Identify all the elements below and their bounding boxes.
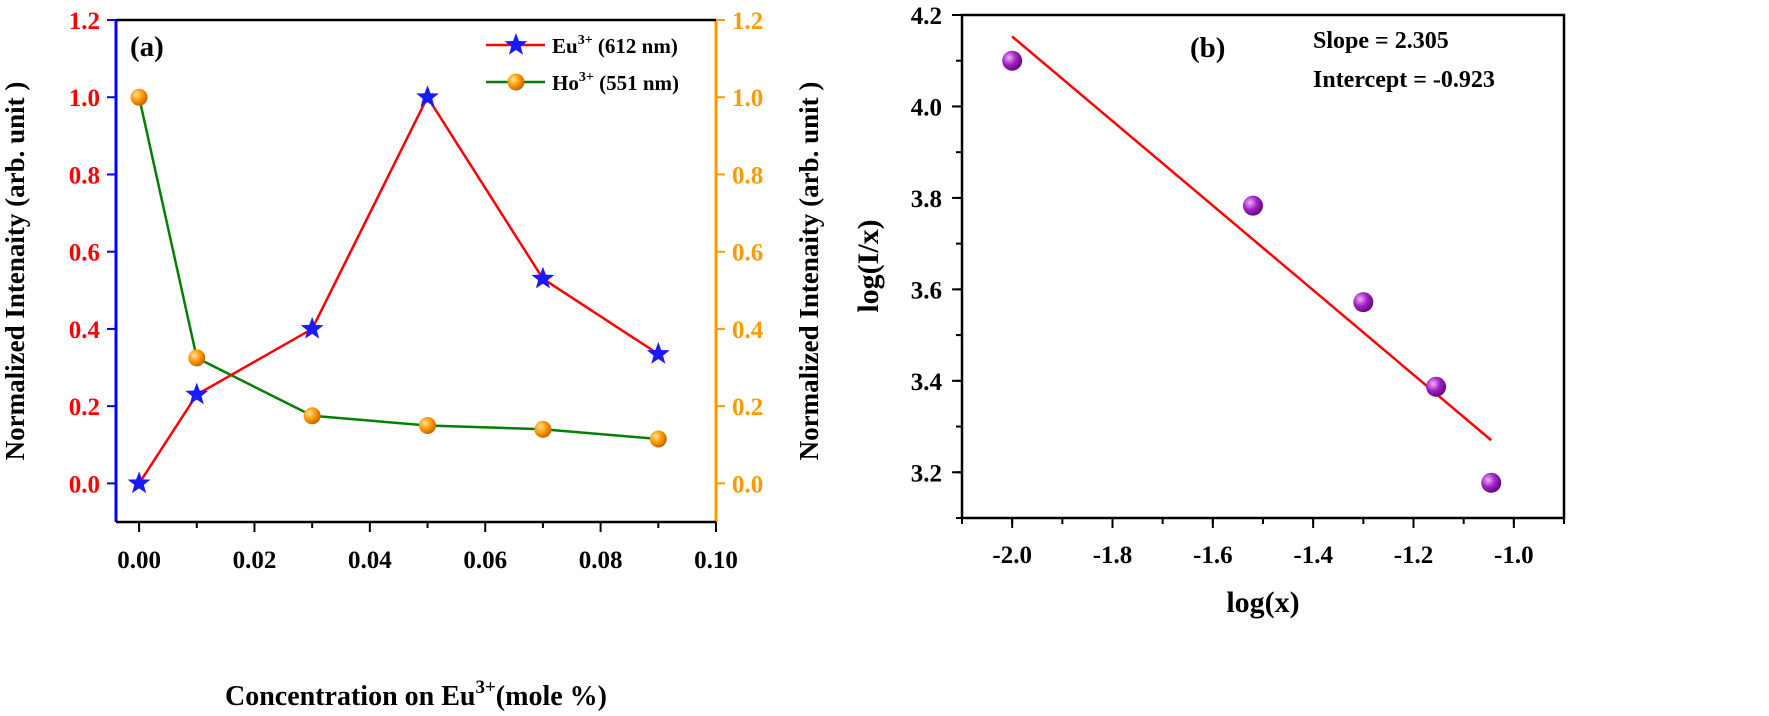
- panel-a-label: (a): [130, 31, 164, 63]
- panel-a-x-axis-title: Concentration on Eu3+(mole %): [225, 677, 607, 712]
- panel-b-x-tick-label: -1.4: [1293, 542, 1333, 569]
- ho-data-point: [419, 416, 437, 434]
- series-line-ho: [137, 96, 659, 441]
- panel-a-x-tick-label: 0.02: [233, 547, 277, 574]
- panel-a-y-tick-label-right: 0.6: [732, 240, 763, 267]
- scatter-point: [1481, 472, 1502, 493]
- panel-a-y-tick-label-left: 1.0: [69, 85, 100, 112]
- eu-data-point: [531, 266, 555, 289]
- panel-b-x-tick-label: -1.0: [1494, 542, 1534, 569]
- panel-b-plot-area: [1002, 35, 1502, 493]
- panel-b-x-ticks: -2.0 -1.8 -1.6 -1.4 -1.2 -1.0: [961, 518, 1565, 569]
- panel-a-x-ticks: 0.00 0.02 0.04 0.06 0.08 0.10: [117, 522, 738, 574]
- panel-b-x-axis-title: log(x): [1226, 586, 1299, 619]
- panel-a-y-tick-label-right: 1.2: [732, 8, 763, 35]
- legend-eu-star-icon: [504, 33, 528, 55]
- fit-line: [1011, 35, 1493, 442]
- panel-b-x-tick-label: -1.8: [1093, 542, 1133, 569]
- panel-b-y-tick-label: 3.8: [911, 186, 942, 213]
- panel-a-y-axis-title-right: Normalized Intenaity (arb. unit ): [794, 82, 824, 461]
- legend-ho-label: Ho3+ (551 nm): [552, 70, 679, 95]
- panel-b-x-tick-label: -1.6: [1193, 542, 1233, 569]
- eu-data-point: [416, 85, 439, 107]
- panel-a-y-tick-label-left: 0.2: [69, 394, 100, 421]
- panel-b-label: (b): [1190, 32, 1225, 64]
- panel-a-legend: Eu3+ (612 nm) Ho3+ (551 nm): [486, 33, 679, 95]
- panel-b-y-ticks: 3.2 3.4 3.6 3.8 4.0 4.2: [911, 3, 962, 519]
- panel-a-x-tick-label: 0.08: [579, 547, 623, 574]
- panel-b-y-tick-label: 4.0: [911, 94, 942, 121]
- panel-b-x-tick-label: -2.0: [992, 542, 1032, 569]
- panel-a-x-tick-label: 0.04: [348, 547, 392, 574]
- panel-a-series: [127, 85, 670, 494]
- scatter-point: [1353, 292, 1374, 313]
- panel-b-y-tick-label: 4.2: [911, 3, 942, 30]
- panel-a-y-tick-label-right: 0.4: [732, 317, 764, 344]
- panel-b-y-axis-title: log(I/x): [852, 219, 885, 312]
- ho-data-point: [303, 407, 321, 425]
- eu-data-point: [646, 342, 670, 364]
- panel-a-y-tick-label-left: 0.6: [69, 240, 100, 267]
- panel-a-y-tick-label-left: 1.2: [69, 8, 100, 35]
- panel-a-chart: 0.00 0.02 0.04 0.06 0.08 0.10 0.0 0.0 0.2 0.2 0.4…: [0, 8, 824, 712]
- panel-a-x-tick-label: 0.10: [694, 547, 738, 574]
- panel-a-x-tick-label: 0.06: [463, 547, 507, 574]
- panel-b-y-tick-label: 3.2: [911, 460, 942, 487]
- panel-a-y-tick-label-right: 0.0: [732, 471, 763, 498]
- panel-a-x-tick-label: 0.00: [117, 547, 161, 574]
- panel-b-x-tick-label: -1.2: [1394, 542, 1434, 569]
- panel-a-y-axis-title-left: Normalized Intenaity (arb. unit ): [0, 82, 30, 461]
- ho-data-point: [534, 420, 552, 438]
- panel-a-y-ticks: 0.0 0.0 0.2 0.2 0.4 0.4 0.6 0.6 0.8 0.8 1.0 1.0 1.2 1…: [69, 8, 764, 498]
- panel-b-y-tick-label: 3.6: [911, 277, 942, 304]
- eu-data-point: [300, 316, 324, 339]
- ho-data-point: [130, 88, 148, 106]
- panel-a-y-tick-label-left: 0.0: [69, 471, 100, 498]
- legend-eu-label: Eu3+ (612 nm): [552, 33, 678, 58]
- panel-b-slope-annotation: Slope = 2.305: [1313, 28, 1449, 54]
- legend-ho-sphere-icon: [507, 73, 525, 91]
- panel-b-y-tick-label: 3.4: [911, 369, 943, 396]
- scatter-point: [1242, 195, 1263, 216]
- panel-b-intercept-annotation: Intercept = -0.923: [1313, 67, 1495, 93]
- panel-a-y-tick-label-right: 0.2: [732, 394, 763, 421]
- ho-data-point: [188, 349, 206, 367]
- panel-a-y-tick-label-left: 0.8: [69, 162, 100, 189]
- ho-data-point: [649, 430, 667, 448]
- scatter-point: [1002, 50, 1023, 71]
- series-line-eu: [138, 94, 659, 485]
- panel-a-y-tick-label-right: 0.8: [732, 162, 763, 189]
- eu-data-point: [127, 471, 151, 494]
- panel-b-chart: -2.0 -1.8 -1.6 -1.4 -1.2 -1.0 3.2 3.4 3.6 3.8 4.0…: [852, 3, 1566, 619]
- eu-data-point: [185, 382, 209, 405]
- panel-a-y-tick-label-left: 0.4: [69, 317, 101, 344]
- scatter-point: [1426, 376, 1447, 397]
- panel-a-y-tick-label-right: 1.0: [732, 85, 763, 112]
